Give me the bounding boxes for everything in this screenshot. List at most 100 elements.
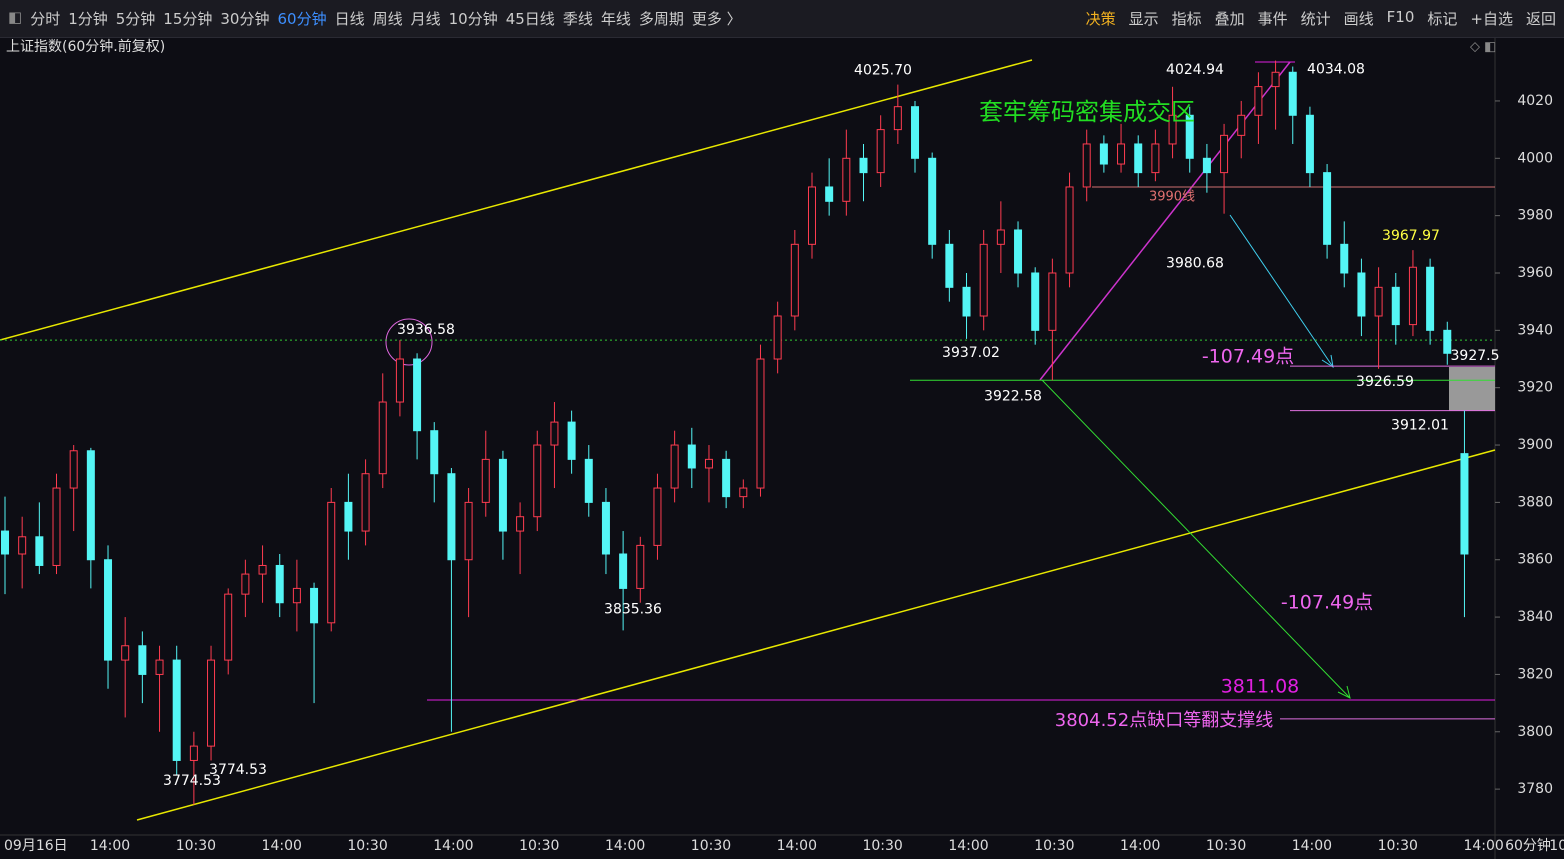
candle-body bbox=[842, 157, 851, 202]
x-tick-label: 10:30 bbox=[1034, 838, 1074, 854]
candle-body bbox=[395, 358, 404, 403]
tool-button[interactable]: 事件 bbox=[1257, 10, 1288, 28]
period-tab[interactable]: 5分钟 bbox=[115, 10, 156, 28]
panel-icon[interactable]: ◧ bbox=[8, 8, 23, 26]
period-tab[interactable]: 15分钟 bbox=[163, 10, 213, 28]
period-tab[interactable]: 更多 〉 bbox=[691, 10, 742, 28]
y-tick-label: 3840 bbox=[1517, 609, 1553, 625]
y-tick-label: 3880 bbox=[1517, 494, 1553, 510]
annotation: 3990线 bbox=[1149, 190, 1195, 205]
period-tab[interactable]: 日线 bbox=[334, 10, 365, 28]
period-tab[interactable]: 季线 bbox=[562, 10, 593, 28]
candle-body bbox=[1065, 186, 1074, 274]
x-tick-label: 10:30 bbox=[862, 838, 902, 854]
x-tick-label: 10:30 bbox=[1549, 838, 1564, 854]
period-tab[interactable]: 年线 bbox=[600, 10, 631, 28]
tool-button[interactable]: +自选 bbox=[1470, 10, 1513, 28]
candle-body bbox=[756, 358, 765, 489]
price-label: 4034.08 bbox=[1307, 62, 1365, 78]
x-tick-label: 14:00 bbox=[262, 838, 302, 854]
x-tick-label: 09月16日 bbox=[4, 838, 68, 854]
candle-body bbox=[739, 487, 748, 498]
candle-body bbox=[1014, 229, 1023, 274]
candle-body bbox=[430, 430, 439, 475]
price-label: 3967.97 bbox=[1382, 228, 1440, 244]
tool-button[interactable]: 标记 bbox=[1427, 10, 1458, 28]
period-tab[interactable]: 1分钟 bbox=[68, 10, 108, 28]
tool-button[interactable]: 决策 bbox=[1085, 10, 1116, 28]
candle-body bbox=[18, 536, 27, 555]
candle-body bbox=[687, 444, 696, 469]
x-tick-label: 14:00 bbox=[605, 838, 645, 854]
candle-body bbox=[1254, 86, 1263, 116]
candle-body bbox=[550, 421, 559, 446]
annotation: 3811.08 bbox=[1221, 676, 1300, 698]
candle-body bbox=[361, 473, 370, 532]
tool-button[interactable]: 显示 bbox=[1128, 10, 1159, 28]
tool-button[interactable]: 统计 bbox=[1300, 10, 1331, 28]
candle-body bbox=[619, 553, 628, 589]
period-tab[interactable]: 月线 bbox=[410, 10, 441, 28]
candle-body bbox=[1340, 243, 1349, 274]
tool-button[interactable]: 画线 bbox=[1343, 10, 1374, 28]
tool-button[interactable]: 指标 bbox=[1171, 10, 1202, 28]
candle-body bbox=[35, 536, 44, 566]
x-tick-label: 14:00 bbox=[433, 838, 473, 854]
candle-body bbox=[928, 157, 937, 245]
candle-body bbox=[704, 458, 713, 469]
candle-body bbox=[138, 645, 147, 675]
candle-body bbox=[189, 745, 198, 761]
price-label: 3937.02 bbox=[942, 345, 1000, 361]
annotation: -107.49点 bbox=[1281, 592, 1373, 614]
chart-title: 上证指数(60分钟.前复权) bbox=[6, 39, 166, 55]
period-tab[interactable]: 多周期 bbox=[638, 10, 684, 28]
period-tab[interactable]: 10分钟 bbox=[448, 10, 498, 28]
price-label: 3774.53 bbox=[163, 773, 221, 789]
candle-body bbox=[224, 593, 233, 661]
candle-body bbox=[825, 186, 834, 202]
period-tab[interactable]: 30分钟 bbox=[220, 10, 270, 28]
candle-body bbox=[104, 559, 113, 661]
annotation: 套牢筹码密集成交区 bbox=[979, 98, 1195, 126]
candle-body bbox=[447, 473, 456, 561]
candle-body bbox=[1237, 114, 1246, 136]
period-tab[interactable]: 分时 bbox=[30, 10, 61, 28]
tool-button[interactable]: 返回 bbox=[1525, 10, 1556, 28]
y-tick-label: 3800 bbox=[1517, 724, 1553, 740]
period-tabs: ◧ 分时 1分钟 5分钟 15分钟 30分钟 60分钟 日线 周线 月线 10分钟 45日线 季线 年线多… bbox=[0, 8, 742, 29]
candle-body bbox=[1305, 114, 1314, 174]
arrow-head bbox=[1321, 354, 1334, 369]
y-tick-label: 3820 bbox=[1517, 666, 1553, 682]
arrow-head bbox=[1337, 685, 1351, 699]
period-tab[interactable]: 周线 bbox=[372, 10, 403, 28]
x-tick-label: 10:30 bbox=[347, 838, 387, 854]
candle-body bbox=[945, 243, 954, 288]
candle-body bbox=[241, 573, 250, 595]
candle-body bbox=[344, 501, 353, 532]
icon[interactable]: ◇ ◧ bbox=[1470, 40, 1496, 55]
y-tick-label: 3940 bbox=[1517, 322, 1553, 338]
x-tick-label: 14:00 bbox=[777, 838, 817, 854]
tool-button[interactable]: F10 bbox=[1386, 8, 1415, 26]
period-tab[interactable]: 45日线 bbox=[505, 10, 555, 28]
x-tick-label: 10:30 bbox=[176, 838, 216, 854]
y-tick-label: 4000 bbox=[1517, 150, 1553, 166]
candle-body bbox=[584, 458, 593, 503]
trend-line bbox=[1039, 61, 1291, 381]
arrow bbox=[1229, 214, 1334, 368]
candle-body bbox=[859, 157, 868, 174]
candle-body bbox=[876, 129, 885, 174]
y-tick-label: 3920 bbox=[1517, 380, 1553, 396]
x-tick-label: 14:00 bbox=[1463, 838, 1503, 854]
candle-body bbox=[1374, 286, 1383, 317]
candle-body bbox=[86, 450, 95, 561]
period-tab[interactable]: 60分钟 bbox=[277, 10, 327, 28]
candle-body bbox=[1220, 134, 1229, 174]
candle-body bbox=[996, 229, 1005, 245]
tool-button[interactable]: 叠加 bbox=[1214, 10, 1245, 28]
price-label: 3922.58 bbox=[984, 388, 1042, 404]
candle-body bbox=[1426, 266, 1435, 331]
candle-body bbox=[653, 487, 662, 546]
